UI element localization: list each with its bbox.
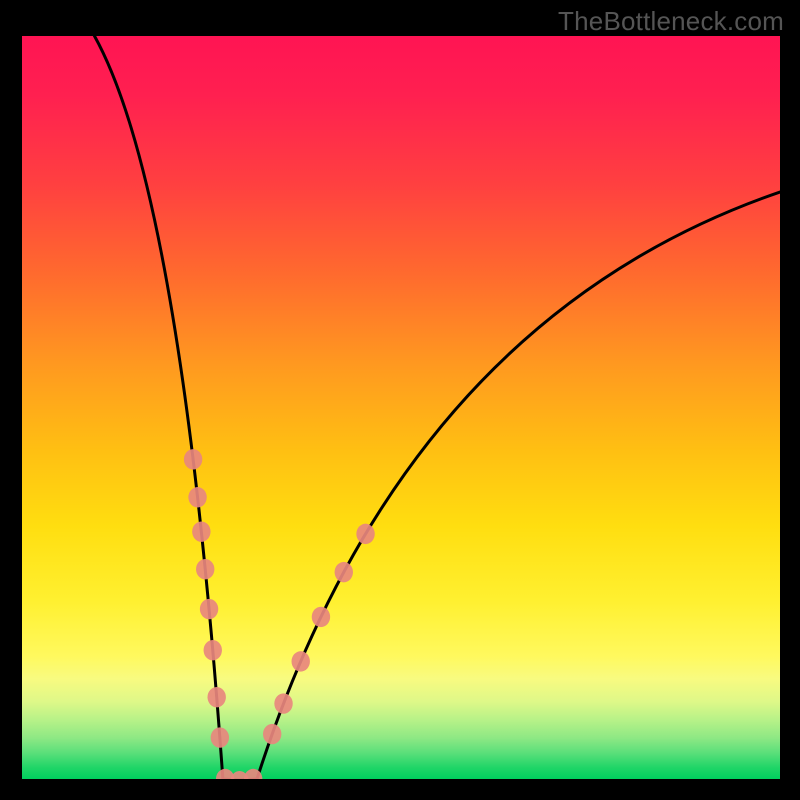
plot-area bbox=[22, 36, 780, 779]
data-marker bbox=[274, 693, 292, 713]
data-marker bbox=[211, 727, 229, 747]
data-marker bbox=[204, 640, 222, 660]
data-marker bbox=[192, 521, 210, 541]
data-marker bbox=[356, 524, 374, 544]
data-marker bbox=[312, 607, 330, 627]
watermark-text: TheBottleneck.com bbox=[558, 6, 784, 37]
data-marker bbox=[200, 599, 218, 619]
data-marker bbox=[335, 562, 353, 582]
chart-root: TheBottleneck.com bbox=[0, 0, 800, 800]
data-marker bbox=[184, 449, 202, 469]
data-marker bbox=[263, 724, 281, 744]
data-marker bbox=[188, 487, 206, 507]
bottleneck-curve-chart bbox=[22, 36, 780, 779]
data-marker bbox=[196, 559, 214, 579]
data-marker bbox=[207, 687, 225, 707]
data-marker bbox=[292, 651, 310, 671]
